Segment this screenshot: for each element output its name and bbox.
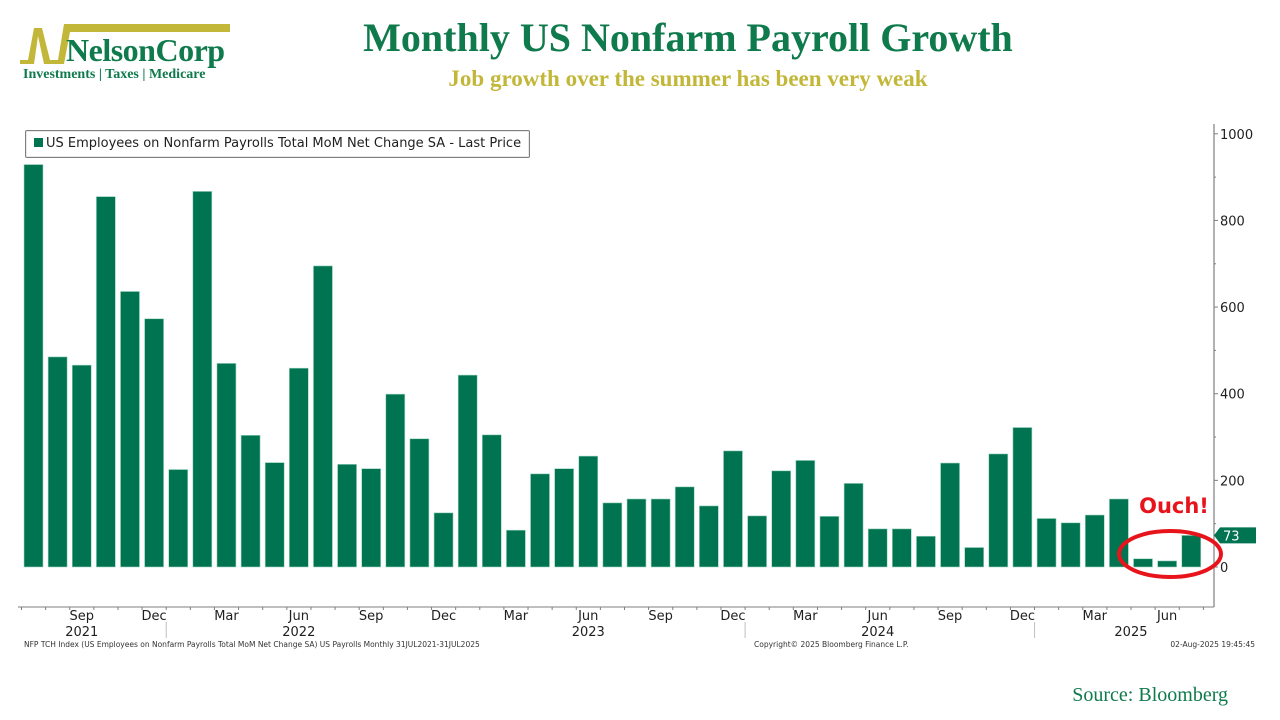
x-tick-label: Jun (577, 609, 598, 624)
bar (940, 462, 960, 568)
bar-chart: Sep Dec Mar Jun Sep Dec Mar Jun Sep Dec Mar Jun Sep D… (18, 124, 1256, 640)
bar (867, 528, 888, 568)
bar (289, 367, 309, 568)
x-year-label: 2022 (282, 625, 315, 640)
bar (964, 547, 984, 568)
x-tick-label: Mar (793, 609, 818, 624)
x-tick-label: Dec (1010, 609, 1035, 624)
y-axis: 0 200 400 600 800 1000 (1213, 124, 1253, 607)
bar (337, 464, 357, 568)
page-title: Monthly US Nonfarm Payroll Growth (363, 15, 1013, 60)
highlight-circle (1117, 529, 1223, 579)
y-tick-label: 400 (1220, 388, 1245, 403)
x-year-label: 2025 (1114, 625, 1147, 640)
bar (699, 505, 719, 568)
x-tick-label: Mar (1083, 609, 1108, 624)
bar (892, 528, 912, 568)
x-tick-label: Jun (288, 609, 309, 624)
bar (457, 374, 478, 568)
x-tick-label: Mar (214, 609, 239, 624)
index-note: NFP TCH Index (US Employees on Nonfarm P… (24, 640, 480, 649)
x-tick-label: Dec (431, 609, 456, 624)
bar (506, 529, 526, 568)
bar (216, 363, 237, 568)
bar (554, 468, 574, 568)
y-tick-label: 1000 (1220, 128, 1253, 143)
last-value-label: 73 (1223, 529, 1240, 544)
legend-swatch (34, 138, 43, 147)
bar (192, 191, 213, 568)
bar (626, 498, 647, 568)
logo-mark-icon (20, 24, 230, 64)
bar (602, 502, 623, 568)
bar (96, 196, 116, 568)
bar (916, 535, 936, 568)
annotation-group: 73 Ouch! (1117, 494, 1256, 579)
logo-tagline: Investments | Taxes | Medicare (23, 67, 206, 82)
bar (264, 462, 285, 568)
bar (771, 470, 792, 568)
bar (1084, 514, 1105, 568)
nelsoncorp-logo: NelsonCorp Investments | Taxes | Medicar… (20, 24, 230, 84)
bar (1060, 522, 1081, 568)
x-tick-label: Sep (69, 609, 94, 624)
y-tick-label: 600 (1220, 301, 1245, 316)
bar (1181, 535, 1202, 568)
x-year-label: 2021 (65, 625, 98, 640)
bar (1036, 518, 1057, 568)
x-tick-label: Jun (867, 609, 888, 624)
x-year-label: 2023 (572, 625, 605, 640)
bar (409, 438, 430, 568)
x-tick-label: Sep (359, 609, 384, 624)
bar (47, 356, 68, 568)
bar (747, 515, 767, 568)
bar (120, 291, 140, 568)
bar (530, 473, 550, 568)
source-note: Source: Bloomberg (1072, 684, 1228, 706)
copyright: Copyright© 2025 Bloomberg Finance L.P. (754, 640, 909, 649)
bar (71, 364, 92, 568)
page-subtitle: Job growth over the summer has been very… (448, 66, 928, 91)
legend-label: US Employees on Nonfarm Payrolls Total M… (46, 136, 522, 151)
bars-group (23, 164, 1202, 568)
x-tick-label: Jun (1156, 609, 1177, 624)
bar (578, 455, 599, 568)
bar (1157, 560, 1177, 568)
ouch-label: Ouch! (1139, 494, 1209, 518)
chart-legend: US Employees on Nonfarm Payrolls Total M… (25, 130, 531, 158)
logo-name: NelsonCorp (66, 32, 225, 68)
bar (674, 486, 695, 568)
bar (433, 512, 454, 568)
bar (481, 434, 502, 568)
bar (819, 516, 840, 568)
bar (361, 468, 381, 568)
bar (650, 498, 671, 568)
bar (1133, 558, 1153, 568)
x-tick-label: Sep (648, 609, 673, 624)
x-tick-label: Mar (504, 609, 529, 624)
y-tick-label: 0 (1220, 561, 1228, 576)
y-tick-label: 800 (1220, 214, 1245, 229)
x-year-label: 2024 (861, 625, 894, 640)
last-value-marker (1214, 527, 1256, 544)
bar (843, 483, 864, 568)
bar (988, 453, 1009, 568)
bar (168, 469, 189, 568)
y-tick-label: 200 (1220, 474, 1245, 489)
bar (385, 393, 406, 568)
bar (23, 164, 44, 568)
bar (144, 318, 164, 568)
bar (1109, 498, 1129, 568)
x-tick-label: Dec (142, 609, 167, 624)
bar (1012, 427, 1033, 568)
bar (240, 435, 261, 568)
x-tick-label: Sep (938, 609, 963, 624)
bar (795, 460, 816, 568)
timestamp: 02-Aug-2025 19:45:45 (1170, 640, 1255, 649)
bar (723, 450, 743, 568)
bar (313, 265, 333, 568)
x-axis: Sep Dec Mar Jun Sep Dec Mar Jun Sep Dec Mar Jun Sep D… (18, 606, 1214, 640)
x-tick-label: Dec (720, 609, 745, 624)
